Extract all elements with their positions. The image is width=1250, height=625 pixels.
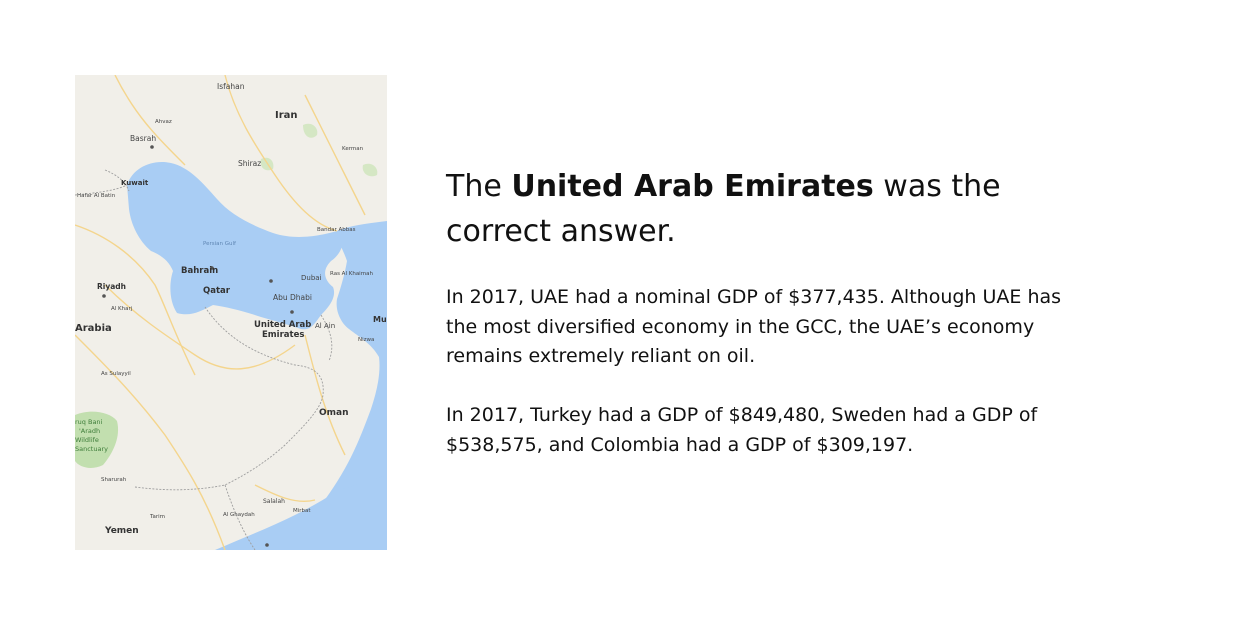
label-shiraz: Shiraz: [238, 159, 261, 168]
label-uae-line2: Emirates: [262, 330, 304, 340]
label-arabia: Arabia: [75, 323, 112, 334]
label-uruq-line3: Wildlife: [75, 436, 99, 444]
park-area: [303, 123, 318, 138]
region-map: Isfahan Iran Ahvaz Basrah Shiraz Kerman …: [75, 75, 387, 550]
label-isfahan: Isfahan: [217, 82, 245, 91]
park-area: [75, 411, 119, 468]
headline-correct-country: United Arab Emirates: [511, 169, 874, 204]
label-kerman: Kerman: [342, 146, 364, 152]
label-ahvaz: Ahvaz: [155, 119, 172, 125]
label-bahrain: Bahrain: [181, 266, 218, 276]
label-hafar: Hafar Al Batin: [77, 193, 116, 199]
label-oman: Oman: [319, 408, 349, 418]
label-nizwa: Nizwa: [358, 337, 374, 343]
other-countries-gdp-paragraph: In 2017, Turkey had a GDP of $849,480, S…: [446, 404, 1038, 456]
road-network: [75, 75, 366, 550]
label-tarim: Tarim: [149, 514, 165, 520]
label-ras-al-khaimah: Ras Al Khaimah: [330, 271, 373, 277]
map-image: Isfahan Iran Ahvaz Basrah Shiraz Kerman …: [75, 75, 387, 550]
label-uruq-line2: 'Aradh: [79, 427, 100, 435]
country-borders: [75, 169, 333, 550]
label-abu-dhabi: Abu Dhabi: [273, 293, 312, 302]
label-dubai: Dubai: [301, 274, 322, 282]
headline-prefix: The: [446, 169, 512, 204]
label-mirbat: Mirbat: [293, 508, 311, 514]
label-uae-line1: United Arab: [254, 320, 311, 330]
answer-headline: The United Arab Emirates was the correct…: [446, 164, 1046, 254]
label-as-sulayyil: As Sulayyil: [101, 371, 131, 377]
label-iran: Iran: [275, 110, 298, 121]
label-riyadh: Riyadh: [97, 282, 126, 291]
label-sharurah: Sharurah: [101, 477, 127, 483]
city-markers: [102, 145, 294, 547]
label-bandar-abbas: Bandar Abbas: [317, 227, 356, 233]
label-yemen: Yemen: [104, 526, 139, 536]
label-al-ghaydah: Al Ghaydah: [223, 512, 255, 518]
arabian-sea-water: [215, 475, 387, 550]
label-al-ain: Al Ain: [315, 322, 335, 330]
label-qatar: Qatar: [203, 286, 231, 296]
label-al-kharj: Al Kharj: [111, 306, 133, 312]
label-kuwait: Kuwait: [121, 179, 149, 187]
uae-gdp-paragraph: In 2017, UAE had a nominal GDP of $377,4…: [446, 286, 1062, 367]
label-uruq-line1: ruq Bani: [75, 418, 103, 426]
park-area: [362, 163, 378, 177]
headline-suffix: was the correct answer.: [446, 169, 1001, 249]
label-salalah: Salalah: [263, 498, 285, 505]
gulf-of-oman-water: [275, 221, 387, 550]
label-persian-gulf: Persian Gulf: [203, 241, 237, 247]
label-muscat: Mus: [373, 315, 387, 324]
label-uruq-line4: Sanctuary: [75, 445, 108, 453]
persian-gulf-water: [127, 161, 343, 330]
label-basrah: Basrah: [130, 134, 156, 143]
